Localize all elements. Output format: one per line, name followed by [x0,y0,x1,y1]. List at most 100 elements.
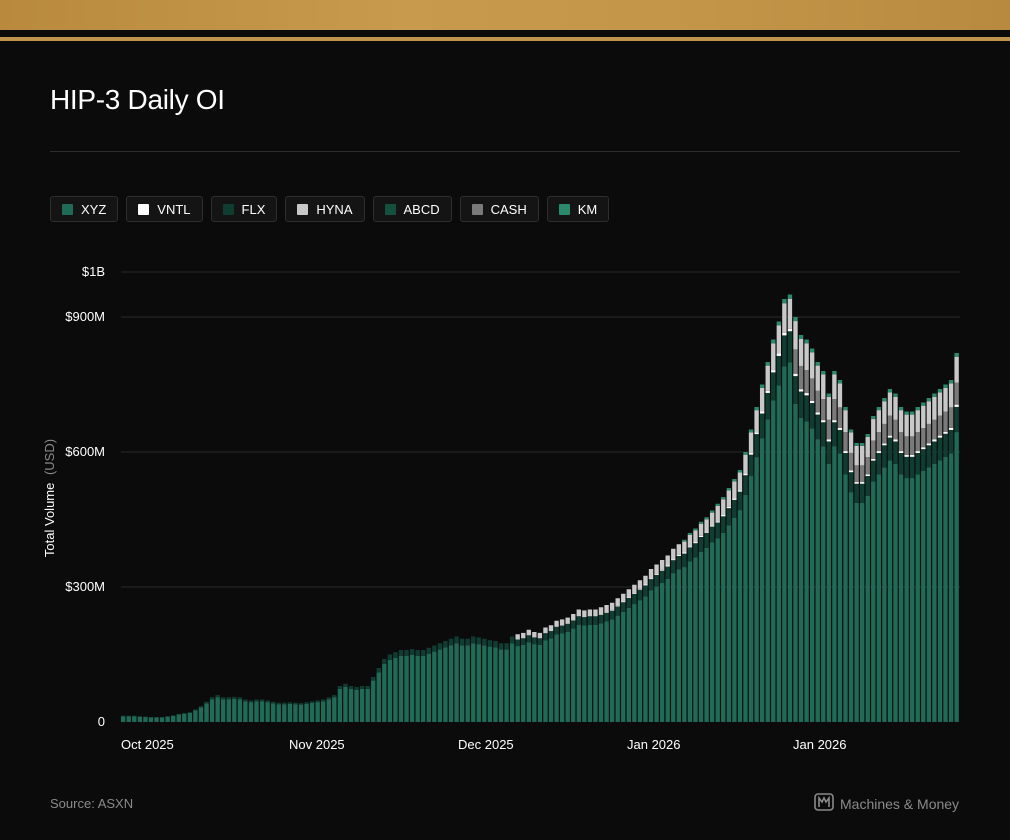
bar-segment-flx [265,700,270,703]
bar-segment-flx [487,640,493,647]
bar-segment-hyna [793,321,798,350]
bar-segment-xyz [565,631,570,722]
bar-segment-cash [815,390,820,413]
bar-segment-flx [309,701,315,703]
bar-segment-xyz [865,495,870,722]
bar-segment-flx [587,616,593,625]
bar-segment-flx [687,547,693,562]
bar-segment-km [693,528,698,531]
bar-segment-vntl [659,569,665,571]
bar-segment-xyz [676,569,681,722]
bar-segment-hyna [782,303,787,333]
legend-swatch-icon [138,203,150,215]
bar-segment-vntl [676,554,681,556]
bar-segment-flx [282,702,287,705]
bar-segment-xyz [198,707,204,722]
bar-segment-vntl [715,521,720,523]
bar-segment-cash [887,415,893,436]
bar-segment-hyna [632,584,637,593]
y-axis-label-unit: (USD) [42,439,57,475]
bar-segment-flx [365,686,370,689]
bar-segment-vntl [893,439,898,442]
x-tick-label: Dec 2025 [458,737,514,752]
legend-item-vntl[interactable]: VNTL [126,196,203,222]
legend-item-flx[interactable]: FLX [210,196,278,222]
bar-segment-flx [737,491,743,511]
bar-segment-hyna [748,432,754,453]
bar-segment-xyz [898,474,904,722]
bar-segment-hyna [554,620,559,627]
bar-segment-xyz [176,714,181,722]
bar-segment-xyz [759,438,765,722]
bar-segment-xyz [332,697,337,722]
bar-segment-xyz [509,643,515,722]
bar-segment-km [854,443,859,446]
legend-item-abcd[interactable]: ABCD [372,196,452,222]
legend-item-cash[interactable]: CASH [459,196,539,222]
bar-segment-vntl [943,431,948,434]
bar-segment-flx [459,638,465,646]
bar-segment-flx [121,715,126,717]
bar-segment-hyna [915,410,920,433]
bar-segment-hyna [765,365,770,391]
legend-item-hyna[interactable]: HYNA [285,196,365,222]
bar-segment-flx [954,406,959,433]
bar-segment-xyz [165,716,170,722]
bar-segment-xyz [765,419,770,722]
bar-segment-vntl [776,353,781,356]
legend-item-xyz[interactable]: XYZ [50,196,119,222]
bar-segment-km [904,411,909,415]
bar-segment-xyz [359,688,365,722]
bar-segment-hyna [876,410,882,433]
bar-segment-xyz [737,510,743,722]
bar-segment-vntl [598,614,604,615]
legend-label: VNTL [157,201,191,217]
bar-segment-flx [454,636,459,644]
bar-segment-hyna [954,356,959,383]
bar-segment-xyz [209,699,215,722]
bar-segment-flx [721,516,726,533]
bar-segment-vntl [759,411,765,414]
bar-segment-km [771,339,776,344]
bar-segment-xyz [276,704,281,722]
bar-segment-flx [621,602,626,612]
bar-segment-xyz [387,659,393,722]
bar-segment-hyna [848,432,854,453]
bar-segment-xyz [609,619,615,722]
bar-segment-xyz [854,502,859,722]
bar-segment-hyna [926,401,932,424]
bar-segment-vntl [843,451,848,453]
bar-segment-xyz [221,699,226,722]
bar-segment-hyna [565,617,570,624]
y-axis-label-main: Total Volume [42,483,57,557]
chart-title: HIP-3 Daily OI [50,84,225,115]
bar-segment-km [804,339,809,344]
bar-segment-hyna [843,410,848,433]
bar-segment-flx [559,625,565,634]
bar-segment-xyz [809,428,815,722]
bar-segment-xyz [698,551,704,722]
bar-segment-vntl [632,592,637,594]
bar-segment-vntl [648,578,654,580]
bar-segment-cash [954,382,959,405]
bar-segment-cash [854,465,859,483]
bar-segment-xyz [732,517,737,722]
bar-segment-flx [204,701,209,704]
bar-segment-flx [221,697,226,700]
title-divider [50,151,960,152]
bar-segment-flx [865,476,870,496]
bar-segment-flx [537,638,543,645]
bar-segment-flx [337,686,343,689]
bar-segment-flx [732,499,737,518]
bar-segment-hyna [526,629,531,636]
bar-segment-flx [354,686,359,690]
bar-segment-xyz [432,651,437,722]
bar-segment-hyna [859,445,865,466]
legend-item-km[interactable]: KM [546,196,610,222]
bar-segment-hyna [904,414,909,437]
bar-segment-xyz [871,481,876,722]
bar-segment-hyna [771,343,776,371]
bar-segment-vntl [854,482,859,484]
y-tick-label: 0 [98,714,105,729]
bar-segment-xyz [504,649,509,722]
